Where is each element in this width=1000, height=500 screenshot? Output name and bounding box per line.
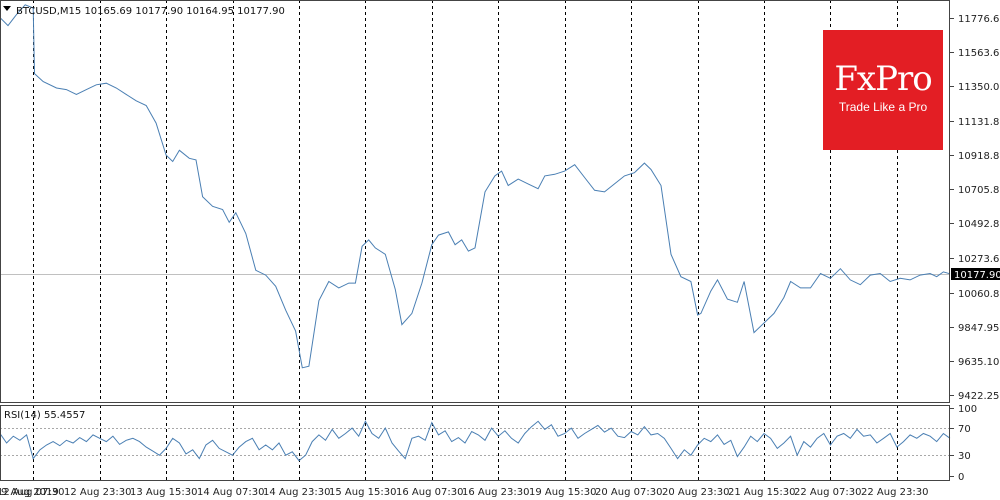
time-tick-label-6: 15 Aug 15:30 [329, 487, 396, 498]
price-axis: 11776.65 11563.65 11350.00 11131.85 10918.85… [950, 14, 1000, 402]
price-tick-label-3: 11131.85 [958, 117, 1000, 128]
time-tick-label-9: 19 Aug 15:30 [529, 487, 596, 498]
symbol-header: BTCUSD,M15 10165.69 10177.90 10164.95 10… [16, 6, 285, 17]
current-price-tag: 10177.90 [951, 268, 1000, 281]
price-tick-label-5: 10705.85 [958, 185, 1000, 196]
time-tick-label-12: 21 Aug 15:30 [728, 487, 795, 498]
time-tick-label-14: 22 Aug 23:30 [861, 487, 928, 498]
rsi-tick-label-2: 30 [958, 451, 971, 462]
time-tick-label-5: 14 Aug 23:30 [263, 487, 330, 498]
time-tick-label-1: 12 Aug 07:30 [0, 487, 64, 498]
price-tick-label-9: 9847.95 [958, 323, 999, 334]
time-tick-label-13: 22 Aug 07:30 [794, 487, 861, 498]
rsi-session-separators [33, 405, 898, 481]
collapse-arrow-icon[interactable] [3, 6, 11, 11]
main-session-separators [33, 0, 898, 403]
time-tick-label-3: 13 Aug 15:30 [130, 487, 197, 498]
time-tick-label-11: 20 Aug 23:30 [662, 487, 729, 498]
time-tick-label-7: 16 Aug 07:30 [396, 487, 463, 498]
price-tick-label-10: 9635.10 [958, 357, 999, 368]
time-tick-label-8: 16 Aug 23:30 [462, 487, 529, 498]
time-tick-label-10: 20 Aug 07:30 [595, 487, 662, 498]
rsi-tick-label-3: 0 [958, 472, 964, 483]
rsi-axis: 100 70 30 0 [950, 404, 977, 483]
rsi-series-line [0, 420, 951, 462]
rsi-level-lines [0, 428, 950, 456]
price-tick-label-1: 11563.65 [958, 48, 1000, 59]
price-tick-label-7: 10273.65 [958, 254, 1000, 265]
logo-wordmark: FxPro [834, 59, 932, 99]
current-price-label: 10177.90 [954, 270, 1000, 281]
time-tick-label-0: 9 Aug 2019 [1, 487, 59, 498]
logo-tagline: Trade Like a Pro [838, 100, 928, 114]
main-plot-frame [0, 0, 950, 403]
price-tick-label-8: 10060.80 [958, 289, 1000, 300]
rsi-tick-label-1: 70 [958, 424, 971, 435]
price-tick-label-2: 11350.00 [958, 82, 1000, 93]
price-tick-label-4: 10918.85 [958, 151, 1000, 162]
price-tick-label-0: 11776.65 [958, 14, 1000, 25]
rsi-plot-frame [0, 405, 950, 481]
rsi-header: RSI(14) 55.4557 [4, 410, 85, 421]
current-price-tag-bg [951, 268, 1000, 280]
rsi-tick-label-0: 100 [958, 404, 977, 415]
fxpro-logo: FxPro Trade Like a Pro [823, 30, 943, 150]
price-tick-label-6: 10492.85 [958, 219, 1000, 230]
price-tick-label-11: 9422.25 [958, 391, 999, 402]
price-series-line [0, 4, 951, 369]
time-tick-label-4: 14 Aug 07:30 [197, 487, 264, 498]
time-tick-label-2: 12 Aug 23:30 [64, 487, 131, 498]
